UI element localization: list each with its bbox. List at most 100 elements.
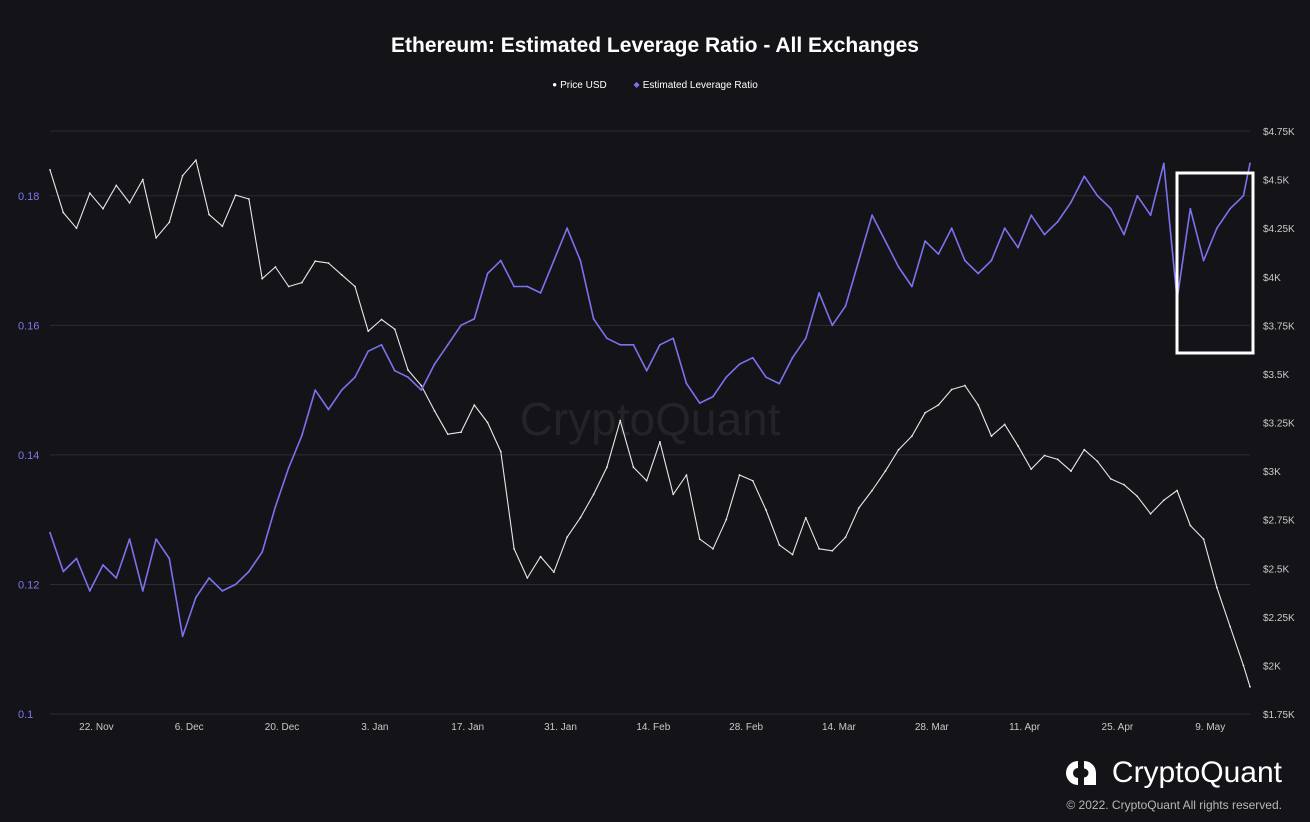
data-point — [433, 363, 436, 366]
data-point — [473, 317, 476, 320]
data-point — [194, 159, 197, 162]
data-point — [871, 489, 873, 492]
data-point — [778, 382, 781, 385]
left-axis-tick-label: 0.14 — [18, 450, 39, 462]
legend-dot-leverage-icon: ◆ — [633, 80, 640, 89]
data-point — [168, 557, 171, 560]
copyright-text: © 2022. CryptoQuant All rights reserved. — [1066, 798, 1282, 812]
data-point — [552, 571, 555, 574]
data-point — [1123, 233, 1125, 236]
data-point — [950, 388, 953, 391]
data-point — [964, 384, 966, 387]
data-point — [62, 570, 65, 573]
data-point — [751, 356, 754, 359]
x-axis-tick-label: 6. Dec — [175, 722, 204, 733]
data-point — [486, 421, 489, 424]
data-point — [102, 207, 104, 210]
data-point — [990, 259, 993, 262]
data-point — [937, 253, 940, 255]
data-point — [62, 211, 65, 214]
data-point — [473, 404, 476, 406]
legend-label-price: Price USD — [560, 80, 607, 91]
data-point — [1030, 468, 1033, 471]
data-point — [1070, 470, 1072, 472]
data-point — [857, 259, 860, 262]
data-point — [1215, 227, 1218, 230]
left-axis-tick-label: 0.12 — [18, 579, 39, 591]
data-point — [301, 281, 303, 284]
data-point — [141, 590, 144, 592]
data-point — [950, 227, 953, 230]
data-point — [1123, 483, 1125, 486]
data-point — [937, 404, 940, 406]
data-point — [128, 202, 131, 204]
data-point — [314, 260, 317, 263]
x-axis-tick-label: 31. Jan — [544, 722, 577, 733]
x-axis: 22. Nov 6. Dec 20. Dec 3. Jan 17. Jan 31. Jan… — [79, 722, 1225, 733]
data-point — [420, 389, 423, 392]
data-point — [367, 350, 370, 353]
right-axis-tick-label: $3.25K — [1263, 419, 1295, 430]
data-point — [1083, 448, 1086, 451]
data-point — [327, 408, 330, 411]
data-point — [765, 509, 767, 511]
data-point — [1070, 201, 1072, 204]
right-axis-tick-label: $2.5K — [1263, 564, 1289, 575]
data-point — [579, 259, 582, 262]
data-point — [765, 376, 767, 379]
data-point — [247, 570, 250, 573]
data-point — [619, 419, 622, 422]
data-point — [181, 635, 184, 638]
data-point — [1242, 194, 1245, 197]
left-axis: 0.1 0.12 0.14 0.16 0.18 — [18, 191, 39, 721]
x-axis-tick-label: 14. Feb — [636, 722, 670, 733]
data-point — [433, 409, 436, 412]
right-axis-tick-label: $3.75K — [1263, 321, 1295, 332]
data-point — [155, 538, 157, 540]
data-point — [446, 433, 449, 436]
right-axis-tick-label: $1.75K — [1263, 710, 1295, 721]
data-point — [738, 363, 741, 366]
data-point — [1136, 194, 1139, 197]
data-point — [247, 198, 250, 200]
data-point — [1056, 458, 1059, 461]
data-point — [685, 382, 688, 385]
data-point — [181, 174, 184, 177]
series-line-estimated-leverage-ratio — [49, 162, 1251, 638]
data-point — [897, 266, 900, 268]
data-point — [1017, 246, 1019, 249]
data-point — [592, 493, 595, 496]
data-point — [964, 259, 966, 262]
data-point — [804, 337, 807, 340]
x-axis-tick-label: 11. Apr — [1009, 722, 1041, 733]
data-point — [221, 590, 224, 592]
data-point — [1229, 625, 1232, 628]
data-point — [659, 441, 661, 443]
data-point — [1189, 524, 1192, 527]
data-point — [340, 273, 343, 276]
data-point — [910, 435, 913, 438]
data-point — [977, 404, 980, 406]
data-point — [1003, 423, 1006, 426]
data-point — [1149, 214, 1152, 217]
data-point — [539, 292, 542, 294]
data-point — [1249, 685, 1251, 688]
data-point — [698, 402, 701, 404]
data-point — [977, 272, 980, 275]
legend-item-price[interactable]: ● Price USD — [552, 80, 607, 91]
data-point — [659, 343, 661, 346]
data-point — [619, 343, 622, 346]
data-point — [274, 505, 277, 508]
data-point — [261, 277, 264, 280]
legend-item-leverage[interactable]: ◆ Estimated Leverage Ratio — [634, 80, 758, 91]
data-point — [1017, 444, 1019, 447]
data-point — [910, 285, 913, 288]
data-point — [1043, 233, 1046, 236]
right-axis-tick-label: $3.5K — [1263, 370, 1289, 381]
left-axis-tick-label: 0.1 — [18, 709, 33, 721]
data-point — [1189, 207, 1192, 210]
data-point — [1149, 512, 1152, 515]
data-point — [155, 236, 157, 239]
data-point — [831, 549, 834, 552]
chart-title: Ethereum: Estimated Leverage Ratio - All… — [391, 34, 919, 57]
